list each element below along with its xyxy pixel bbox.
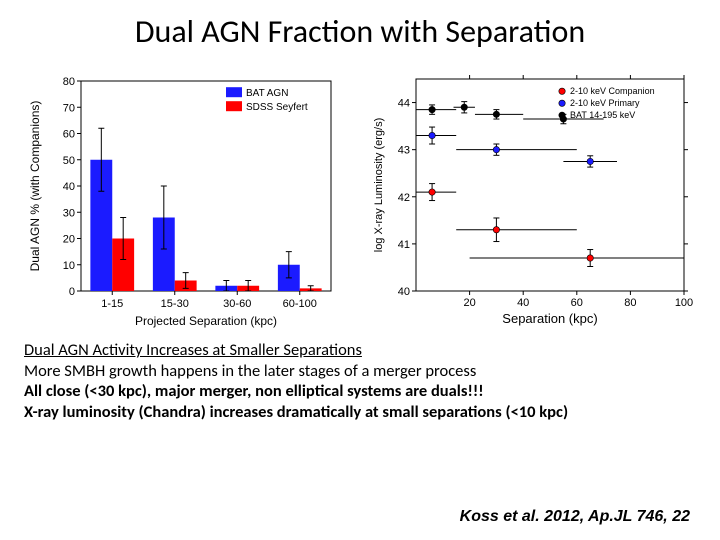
body-text: Dual AGN Activity Increases at Smaller S… bbox=[0, 334, 720, 423]
svg-text:20: 20 bbox=[463, 297, 475, 309]
svg-text:44: 44 bbox=[397, 98, 409, 110]
svg-text:60-100: 60-100 bbox=[282, 298, 316, 310]
svg-text:1-15: 1-15 bbox=[101, 298, 123, 310]
svg-text:2-10 keV Primary: 2-10 keV Primary bbox=[570, 98, 640, 108]
svg-text:80: 80 bbox=[62, 76, 74, 88]
svg-text:SDSS Seyfert: SDSS Seyfert bbox=[246, 102, 308, 113]
left-chart: 0 10 20 30 40 50 60 70 80 1-15 15-30 30-60 60-100 Pro… bbox=[23, 69, 343, 334]
svg-text:30-60: 30-60 bbox=[223, 298, 251, 310]
svg-text:41: 41 bbox=[397, 239, 409, 251]
svg-text:10: 10 bbox=[62, 260, 74, 272]
body-line1: Dual AGN Activity Increases at Smaller S… bbox=[24, 340, 696, 361]
svg-text:20: 20 bbox=[62, 234, 74, 246]
slide-title: Dual AGN Fraction with Separation bbox=[0, 0, 720, 59]
body-line2: More SMBH growth happens in the later st… bbox=[24, 361, 696, 382]
svg-text:2-10 keV Companion: 2-10 keV Companion bbox=[570, 86, 655, 96]
svg-text:40: 40 bbox=[517, 297, 529, 309]
svg-text:50: 50 bbox=[62, 155, 74, 167]
svg-text:40: 40 bbox=[397, 286, 409, 298]
body-line4: X-ray luminosity (Chandra) increases dra… bbox=[24, 402, 696, 423]
svg-text:Separation (kpc): Separation (kpc) bbox=[502, 311, 597, 326]
svg-text:30: 30 bbox=[62, 207, 74, 219]
svg-text:BAT 14-195 keV: BAT 14-195 keV bbox=[570, 110, 635, 120]
charts-row: 0 10 20 30 40 50 60 70 80 1-15 15-30 30-60 60-100 Pro… bbox=[0, 59, 720, 334]
svg-text:60: 60 bbox=[570, 297, 582, 309]
svg-text:60: 60 bbox=[62, 129, 74, 141]
body-line3: All close (<30 kpc), major merger, non e… bbox=[24, 381, 696, 402]
svg-text:43: 43 bbox=[397, 145, 409, 157]
bar-chart: 0 10 20 30 40 50 60 70 80 1-15 15-30 30-60 60-100 Pro… bbox=[23, 69, 343, 329]
citation: Koss et al. 2012, Ap.JL 746, 22 bbox=[460, 508, 690, 526]
svg-text:70: 70 bbox=[62, 102, 74, 114]
svg-text:100: 100 bbox=[674, 297, 692, 309]
svg-text:Projected Separation (kpc): Projected Separation (kpc) bbox=[134, 314, 276, 328]
svg-text:BAT AGN: BAT AGN bbox=[246, 88, 288, 99]
svg-text:80: 80 bbox=[624, 297, 636, 309]
svg-text:15-30: 15-30 bbox=[160, 298, 188, 310]
svg-text:42: 42 bbox=[397, 192, 409, 204]
svg-text:log X-ray Luminosity (erg/s): log X-ray Luminosity (erg/s) bbox=[373, 118, 385, 253]
svg-text:40: 40 bbox=[62, 181, 74, 193]
right-chart: 40 41 42 43 44 20 40 60 80 100 Separation (kpc) log… bbox=[368, 69, 698, 334]
svg-text:0: 0 bbox=[68, 286, 74, 298]
svg-text:Dual AGN % (with Companions): Dual AGN % (with Companions) bbox=[28, 101, 42, 272]
scatter-chart: 40 41 42 43 44 20 40 60 80 100 Separation (kpc) log… bbox=[368, 69, 698, 329]
